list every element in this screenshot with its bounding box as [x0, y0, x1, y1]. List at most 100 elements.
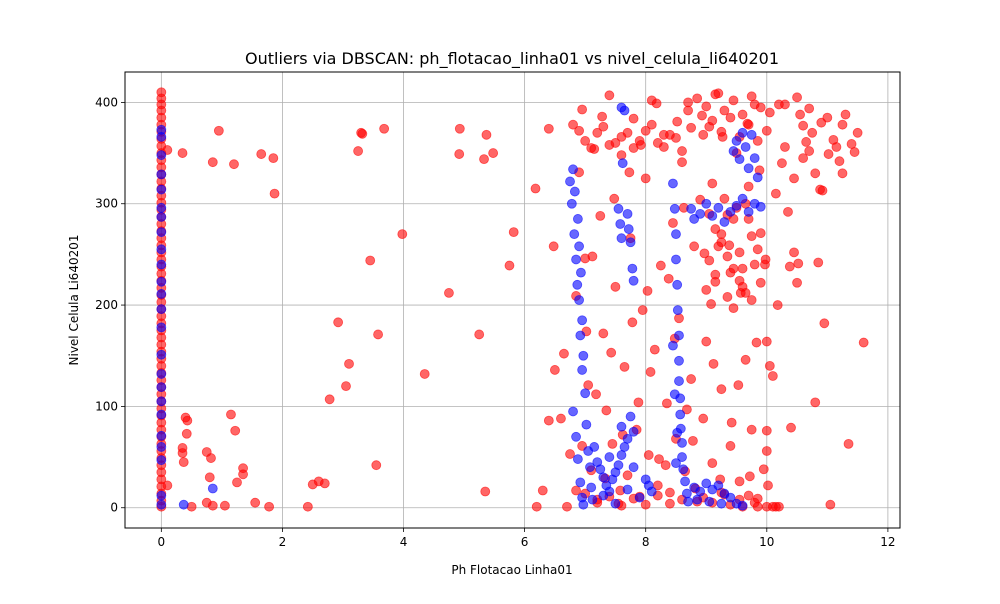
outlier-point — [743, 119, 754, 130]
inlier-point — [568, 406, 578, 417]
outlier-point — [206, 453, 216, 463]
outlier-point — [481, 129, 492, 140]
outlier-point — [746, 231, 757, 242]
y-axis-ticks: 0 100 200 300 400 — [95, 95, 125, 515]
x-tick-label: 10 — [759, 535, 774, 549]
inlier-point — [569, 186, 580, 197]
inlier-point — [674, 376, 684, 386]
outlier-point — [737, 263, 748, 274]
inlier-point — [595, 464, 606, 475]
inlier-point — [156, 212, 167, 222]
outlier-point — [454, 149, 465, 159]
outlier-point — [319, 478, 330, 489]
inlier-point — [581, 419, 592, 430]
inlier-point — [613, 203, 624, 214]
outlier-point — [232, 477, 242, 488]
outlier-point — [749, 497, 760, 508]
outlier-point — [810, 397, 821, 408]
outlier-point — [651, 98, 662, 109]
outlier-point — [701, 101, 712, 112]
outlier-point — [701, 336, 712, 347]
outlier-point — [182, 415, 193, 426]
outlier-point — [256, 149, 267, 159]
inlier-point — [628, 426, 639, 437]
outlier-point — [716, 384, 727, 395]
inlier-point — [743, 206, 754, 217]
inlier-point — [725, 492, 736, 503]
outlier-point — [728, 95, 739, 106]
outlier-point — [574, 125, 584, 136]
inlier-point — [669, 389, 680, 400]
outlier-point — [686, 122, 697, 133]
outlier-point — [642, 285, 653, 296]
inlier-point — [574, 295, 584, 305]
outlier-point — [710, 269, 721, 280]
outlier-point — [758, 464, 769, 475]
outlier-point — [508, 227, 519, 238]
outlier-point — [665, 498, 675, 509]
inlier-point — [680, 476, 690, 487]
inlier-point — [701, 478, 712, 489]
outlier-point — [804, 146, 815, 156]
outlier-point — [798, 120, 809, 131]
outlier-point — [706, 299, 716, 309]
outlier-point — [640, 499, 651, 510]
outlier-point — [556, 413, 566, 424]
inlier-point — [634, 492, 645, 503]
inlier-point — [156, 244, 167, 255]
outlier-point — [789, 173, 799, 184]
outlier-point — [658, 142, 669, 152]
outlier-point — [444, 288, 454, 298]
outlier-point — [565, 449, 575, 459]
outlier-point — [622, 470, 633, 481]
outlier-point — [752, 136, 763, 146]
outlier-point — [755, 102, 766, 113]
outlier-point — [734, 476, 745, 487]
inlier-point — [707, 210, 718, 221]
outlier-point — [761, 446, 772, 456]
inlier-point — [572, 214, 583, 224]
inlier-point — [749, 153, 760, 164]
inlier-point — [156, 322, 167, 333]
y-tick-label: 400 — [95, 95, 118, 109]
outlier-point — [755, 277, 766, 288]
inlier-point — [156, 227, 167, 238]
outlier-point — [583, 380, 594, 391]
x-tick-label: 8 — [642, 535, 650, 549]
outlier-point — [725, 112, 736, 123]
outlier-point — [792, 277, 802, 288]
inlier-point — [672, 279, 683, 290]
inlier-point — [571, 431, 581, 442]
inlier-point — [578, 499, 589, 510]
outlier-point — [649, 344, 660, 355]
inlier-point — [610, 498, 621, 509]
inlier-point — [156, 276, 167, 287]
grid-lines — [125, 72, 900, 528]
inlier-point — [623, 224, 634, 234]
inlier-point — [598, 490, 609, 501]
outlier-point — [784, 261, 795, 272]
outlier-point — [849, 147, 860, 157]
inlier-point — [156, 430, 167, 441]
outlier-point — [825, 499, 836, 510]
inlier-point — [737, 127, 748, 138]
inlier-point — [575, 477, 586, 488]
outlier-point — [764, 107, 775, 118]
inlier-point — [577, 365, 588, 375]
outlier-point — [624, 167, 635, 178]
outlier-point — [795, 109, 805, 120]
inlier-point — [646, 486, 657, 497]
inlier-point — [156, 304, 167, 315]
outlier-point — [480, 486, 491, 497]
inlier-point — [569, 229, 580, 240]
outlier-point — [743, 181, 754, 192]
inlier-point — [156, 349, 167, 360]
y-tick-label: 200 — [95, 298, 118, 312]
inlier-point — [156, 382, 167, 393]
outlier-point — [746, 91, 757, 102]
outlier-point — [379, 123, 390, 134]
inlier-point — [674, 330, 684, 341]
outlier-point — [454, 123, 465, 134]
inlier-point — [622, 433, 633, 444]
